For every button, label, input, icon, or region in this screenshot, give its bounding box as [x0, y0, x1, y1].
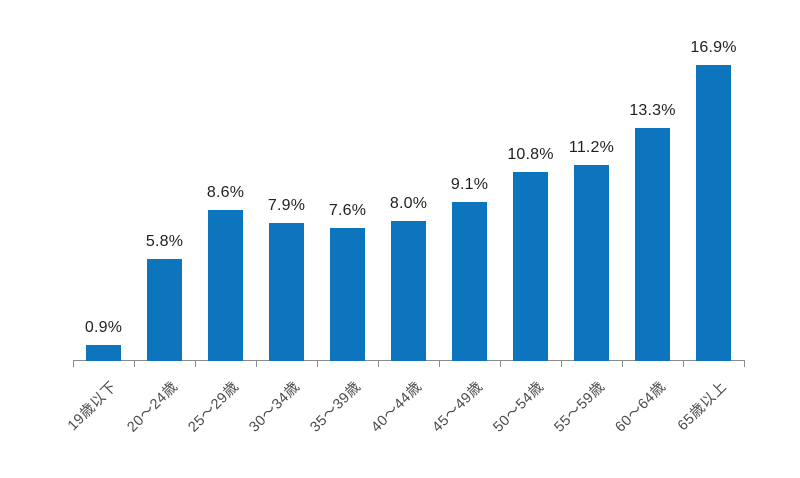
bar-50〜54歳	[513, 172, 548, 361]
bar-20〜24歳	[147, 259, 182, 361]
bar-value-label: 16.9%	[690, 39, 737, 56]
x-axis-tick	[561, 360, 562, 367]
bar-60〜64歳	[635, 128, 670, 361]
bar-value-label: 11.2%	[568, 139, 615, 156]
bar-value-label: 7.6%	[328, 202, 367, 219]
bar-40〜44歳	[391, 221, 426, 361]
x-axis-tick	[134, 360, 135, 367]
bar-45〜49歳	[452, 202, 487, 361]
bar-value-label: 0.9%	[84, 319, 123, 336]
bar-25〜29歳	[208, 210, 243, 361]
x-axis-tick	[622, 360, 623, 367]
x-axis-tick	[73, 360, 74, 367]
x-axis-tick	[317, 360, 318, 367]
x-axis-tick	[683, 360, 684, 367]
bar-value-label: 13.3%	[629, 102, 676, 119]
bar-65歳以上	[696, 65, 731, 361]
x-axis-tick	[500, 360, 501, 367]
bar-value-label: 10.8%	[507, 146, 554, 163]
bar-value-label: 8.0%	[389, 195, 428, 212]
bar-value-label: 7.9%	[267, 197, 306, 214]
bar-35〜39歳	[330, 228, 365, 361]
x-axis-tick	[256, 360, 257, 367]
bar-55〜59歳	[574, 165, 609, 361]
bar-19歳以下	[86, 345, 121, 361]
x-axis-tick	[378, 360, 379, 367]
bar-value-label: 8.6%	[206, 184, 245, 201]
x-axis-tick	[195, 360, 196, 367]
bar-value-label: 5.8%	[145, 233, 184, 250]
bar-30〜34歳	[269, 223, 304, 361]
bar-value-label: 9.1%	[450, 176, 489, 193]
x-axis-tick	[744, 360, 745, 367]
x-axis-tick	[439, 360, 440, 367]
